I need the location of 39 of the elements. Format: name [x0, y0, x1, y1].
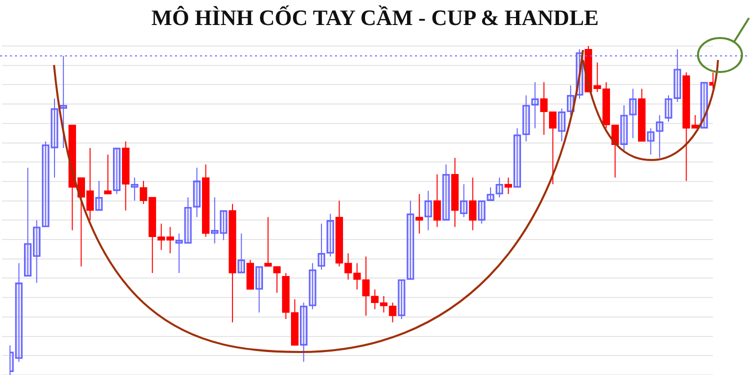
- candlestick: [398, 279, 406, 320]
- candlestick: [656, 114, 664, 158]
- candlestick: [238, 233, 246, 274]
- candlestick: [140, 180, 148, 204]
- candlestick: [646, 128, 655, 156]
- candlestick: [442, 164, 450, 221]
- candlestick: [308, 262, 316, 310]
- candlestick: [406, 200, 414, 280]
- candlestick: [504, 177, 512, 195]
- chart-title: MÔ HÌNH CỐC TAY CẦM - CUP & HANDLE: [150, 4, 600, 32]
- candlestick: [433, 174, 441, 228]
- candlestick: [424, 190, 432, 231]
- candlestick: [104, 154, 112, 195]
- candlestick: [353, 262, 361, 290]
- candlestick: [531, 82, 539, 129]
- candlestick: [42, 140, 50, 228]
- candlestick: [496, 177, 504, 198]
- candlestick: [15, 262, 23, 362]
- candlestick: [468, 177, 477, 231]
- candlestick: [273, 266, 281, 294]
- candlestick: [95, 180, 103, 211]
- candlestick: [130, 177, 138, 202]
- candlestick: [478, 200, 486, 224]
- candlestick: [255, 266, 263, 313]
- candlestick: [112, 147, 121, 195]
- candlestick: [318, 223, 326, 270]
- candlestick: [664, 94, 672, 122]
- candlestick: [620, 104, 628, 152]
- candlestick: [388, 302, 396, 323]
- candlestick: [50, 98, 58, 178]
- candlestick: [460, 184, 468, 218]
- candlestick: [362, 256, 370, 316]
- candlestick: [193, 167, 201, 218]
- candlestick: [300, 302, 308, 362]
- candlestick: [326, 213, 334, 258]
- candlestick: [264, 216, 272, 267]
- candlestick: [184, 196, 192, 244]
- candlestick: [629, 88, 637, 139]
- candlestick: [486, 186, 494, 202]
